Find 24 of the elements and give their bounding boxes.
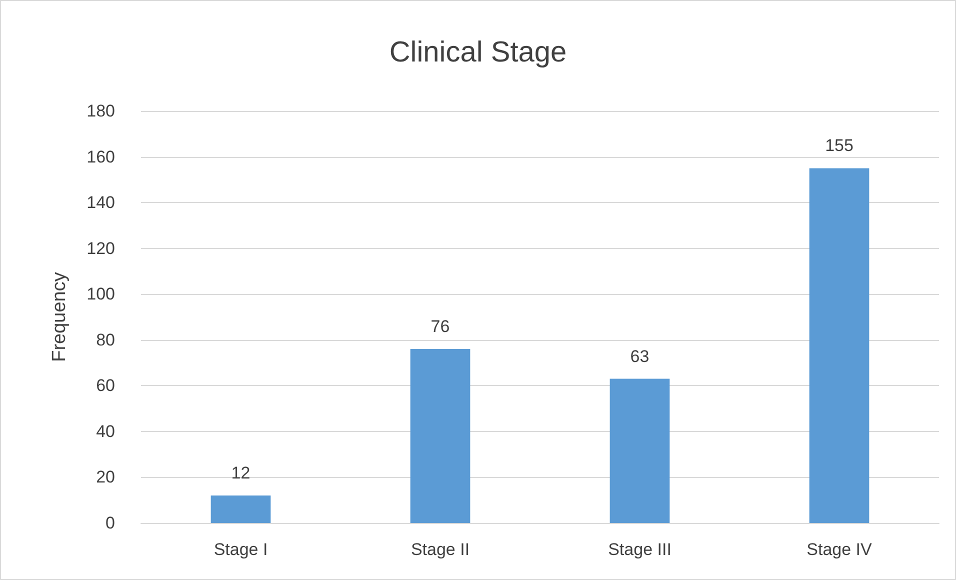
bar xyxy=(809,168,870,523)
data-label: 155 xyxy=(825,136,854,156)
y-tick-label: 180 xyxy=(86,102,115,120)
y-axis-title: Frequency xyxy=(49,272,70,362)
bar xyxy=(410,349,470,523)
bar xyxy=(210,496,271,523)
y-tick-label: 20 xyxy=(96,468,115,487)
y-tick-label: 140 xyxy=(86,193,115,212)
y-tick-label: 40 xyxy=(96,422,115,441)
data-label: 12 xyxy=(231,464,250,483)
x-tick-label: Stage IV xyxy=(806,540,873,559)
x-tick-label: Stage II xyxy=(410,540,470,559)
x-tick-label: Stage I xyxy=(214,540,268,559)
data-label: 63 xyxy=(630,346,650,366)
y-tick-label: 80 xyxy=(96,330,115,350)
x-tick-label: Stage III xyxy=(608,540,672,559)
data-label: 76 xyxy=(430,317,450,336)
y-tick-label: 0 xyxy=(106,514,115,532)
y-tick-label: 100 xyxy=(86,284,115,304)
y-tick-label: 160 xyxy=(86,147,115,166)
y-tick-label: 120 xyxy=(86,238,115,258)
y-tick-label: 60 xyxy=(96,376,115,396)
bar xyxy=(610,378,670,523)
chart-title: Clinical Stage xyxy=(389,36,567,68)
